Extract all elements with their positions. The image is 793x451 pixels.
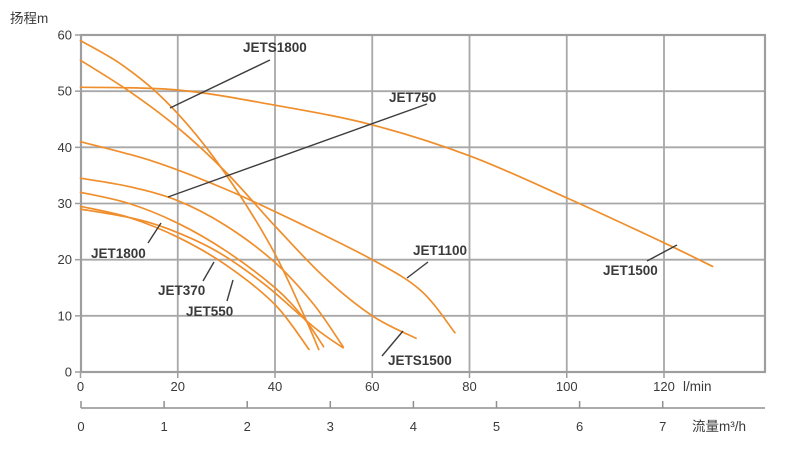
curve-label-JET1800: JET1800 <box>91 246 146 261</box>
axes: 0 20 40 60 80 100 120 0 10 20 30 40 50 60 0 1 2 3 4 5 6 7 <box>58 27 765 434</box>
curve-label-JETS1800: JETS1800 <box>243 40 307 55</box>
curve-label-JET550: JET550 <box>186 304 233 319</box>
leader-line-JET550 <box>226 279 234 302</box>
x-axis2-tick-label: 4 <box>410 419 417 434</box>
leader-line-JET1500 <box>646 244 678 262</box>
curve-label-JET1100: JET1100 <box>413 243 467 258</box>
curve-annotations: JETS1800 JET750 JET1100 JET1500 JET1800 JET37… <box>91 40 678 368</box>
leader-line-JET370 <box>202 261 215 282</box>
curve-label-JET370: JET370 <box>158 283 205 298</box>
y-axis-tick-label: 40 <box>58 140 72 155</box>
x-axis2-tick-label: 7 <box>659 419 666 434</box>
y-axis-tick-label: 50 <box>58 84 72 99</box>
curve-label-JETS1500: JETS1500 <box>388 353 452 368</box>
x-axis-tick-label: 40 <box>268 379 282 394</box>
x-axis-tick-label: 100 <box>556 379 578 394</box>
curve-JET750 <box>79 177 344 348</box>
y-axis-tick-label: 20 <box>58 252 72 267</box>
leader-line-JET1100 <box>406 261 429 279</box>
leader-line-JETS1800 <box>169 59 271 109</box>
x-axis2-tick-label: 6 <box>576 419 583 434</box>
y-axis-tick-label: 0 <box>65 365 72 380</box>
curve-label-JET750: JET750 <box>389 90 436 105</box>
x-axis2-tick-label: 3 <box>327 419 334 434</box>
pump-curves <box>79 39 714 351</box>
y-axis-title: 扬程m <box>10 11 48 26</box>
curve-label-JET1500: JET1500 <box>603 263 658 278</box>
curve-JETS1500 <box>79 59 417 340</box>
x-axis-tick-label: 80 <box>462 379 476 394</box>
x-axis-tick-label: 60 <box>365 379 379 394</box>
y-axis-tick-label: 30 <box>58 196 72 211</box>
y-axis-tick-label: 60 <box>58 27 72 42</box>
x-axis-tick-label: 120 <box>653 379 675 394</box>
curve-JET1500 <box>79 86 714 268</box>
x-axis-unit-label: l/min <box>683 379 712 394</box>
x-axis2-tick-label: 0 <box>77 419 84 434</box>
x-axis-tick-label: 20 <box>171 379 185 394</box>
leader-line-JET750 <box>167 103 428 198</box>
y-axis-tick-label: 10 <box>58 308 72 323</box>
x-axis-tick-label: 0 <box>77 379 84 394</box>
curve-JET1100 <box>79 140 456 334</box>
leader-line-JET1800 <box>147 222 162 244</box>
x-axis2-unit-label: 流量m³/h <box>692 419 746 434</box>
curve-JET1800 <box>79 208 344 349</box>
x-axis2-tick-label: 5 <box>493 419 500 434</box>
leader-line-JETS1500 <box>381 330 404 357</box>
x-axis2-tick-label: 1 <box>160 419 167 434</box>
x-axis2-tick-label: 2 <box>244 419 251 434</box>
